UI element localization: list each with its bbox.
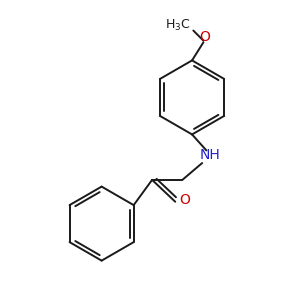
- Text: NH: NH: [200, 148, 220, 163]
- Text: O: O: [199, 30, 210, 44]
- Text: O: O: [179, 193, 190, 207]
- Text: H$_3$C: H$_3$C: [165, 18, 190, 33]
